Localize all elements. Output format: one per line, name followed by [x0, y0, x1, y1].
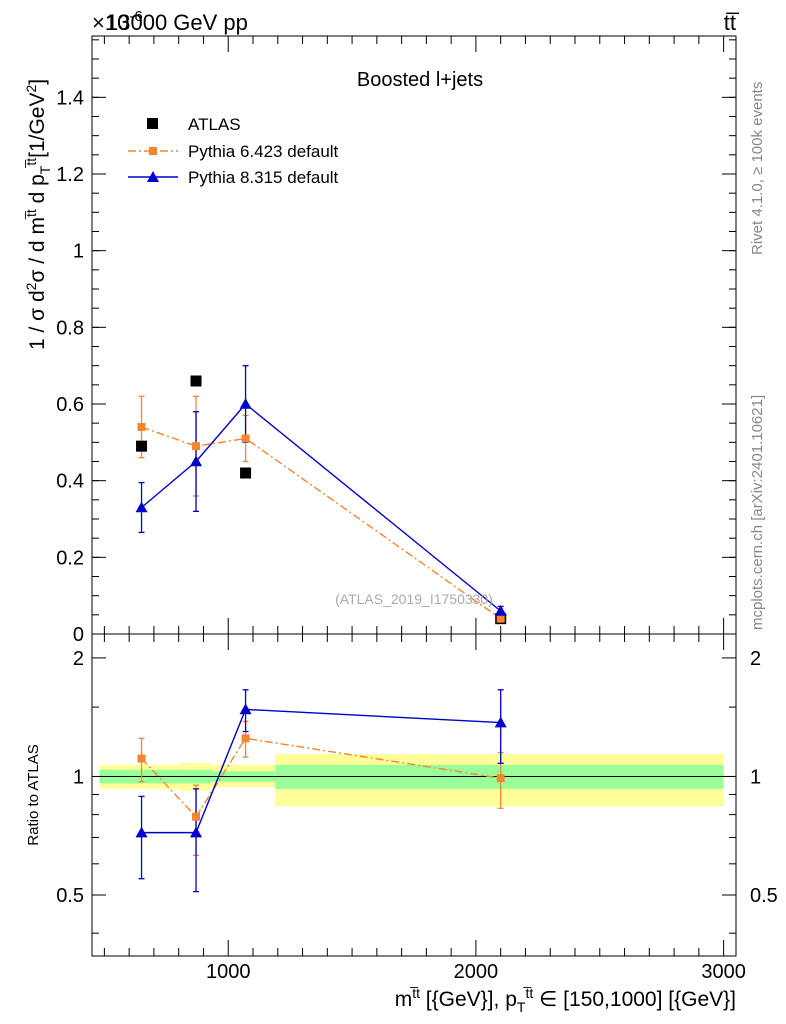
ratio-pythia8-line	[141, 708, 501, 834]
ratio-pythia8-point	[494, 716, 507, 728]
pythia6-point	[496, 614, 505, 623]
legend-pythia8-marker	[147, 171, 159, 182]
atlas-point	[240, 467, 252, 479]
ratio-ytick-label-right: 1	[750, 766, 761, 788]
ratio-xtick-label: 1000	[206, 961, 251, 983]
legend: ATLAS Pythia 6.423 default Pythia 8.315 de…	[128, 115, 339, 187]
atlas-point	[136, 440, 148, 452]
legend-label: Pythia 6.423 default	[188, 142, 339, 161]
main-title: Boosted l+jets	[357, 69, 483, 91]
main-ytick-label: 0.4	[56, 471, 84, 493]
legend-pythia6-marker	[149, 147, 157, 155]
ratio-ytick-label: 1	[73, 766, 84, 788]
pythia6-point	[241, 434, 250, 443]
pythia8-point	[190, 455, 203, 467]
rivet-label: Rivet 4.1.0, ≥ 100k events	[749, 82, 766, 255]
ratio-ytick-label: 0.5	[56, 885, 84, 907]
pythia8-point	[494, 605, 507, 616]
main-ytick-label: 0.6	[56, 394, 84, 416]
ratio-ylabel: Ratio to ATLAS	[25, 744, 42, 845]
main-ytick-label: 1	[73, 241, 84, 263]
ratio-pythia6-point	[192, 812, 201, 821]
main-data	[135, 365, 507, 625]
ratio-ytick-label-right: 0.5	[750, 885, 778, 907]
final-state-label: tt̅	[724, 10, 740, 35]
ratio-pythia8-point	[135, 826, 148, 838]
pythia6-point	[192, 442, 201, 451]
ratio-xtick-label: 2000	[454, 961, 499, 983]
main-ticks: 0 0.2 0.4 0.6 0.8 1 1.2 1.4	[56, 36, 736, 646]
main-ylabel: 1 / σ d2σ / d mt̅t d pTt̅t[1/GeV2]	[23, 79, 53, 350]
analysis-label: (ATLAS_2019_I1750330)	[335, 591, 493, 607]
ratio-pythia6-point	[241, 734, 250, 743]
ratio-data	[135, 689, 507, 893]
mcplots-label: mcplots.cern.ch [arXiv:2401.10621]	[749, 395, 766, 630]
ratio-ticks: 0.5 0.5 1 1 2 2 1000 2000 3000	[56, 634, 778, 983]
main-ytick-label: 0.2	[56, 547, 84, 569]
ratio-xlabel: mt̅t [{GeV}], pTt̅t ∈ [150,1000] [{GeV}]	[395, 985, 736, 1015]
atlas-point	[190, 375, 202, 387]
ratio-pythia6-line	[141, 737, 501, 818]
ratio-frame	[91, 633, 737, 957]
legend-label: Pythia 8.315 default	[188, 168, 339, 187]
pythia6-point	[137, 423, 146, 431]
ratio-ytick-label-right: 2	[750, 648, 761, 670]
ratio-pythia6-point	[137, 754, 146, 763]
ratio-pythia8-point	[239, 703, 252, 715]
ratio-bands	[92, 754, 736, 807]
pythia6-line	[141, 426, 502, 620]
ratio-pythia8-point	[190, 826, 203, 838]
main-ytick-label: 0.8	[56, 317, 84, 339]
main-panel: 0 0.2 0.4 0.6 0.8 1 1.2 1.4 Boosted l+jets (ATL…	[23, 35, 737, 646]
main-ytick-label: 1.4	[56, 87, 84, 109]
ratio-xtick-label: 3000	[701, 961, 746, 983]
legend-label: ATLAS	[188, 115, 241, 134]
pythia8-point	[239, 398, 252, 409]
ratio-pythia6-point	[496, 774, 505, 783]
process-label: 13000 GeV pp	[106, 10, 248, 35]
main-ytick-label: 0	[73, 624, 84, 646]
ratio-panel: 0.5 0.5 1 1 2 2 1000 2000 3000 Ratio to ATLAS mt…	[25, 633, 778, 1015]
main-ytick-label: 1.2	[56, 164, 84, 186]
pythia8-line	[141, 403, 502, 612]
exponent-label: ×10-6	[92, 8, 143, 35]
ratio-ytick-label: 2	[73, 648, 84, 670]
pythia8-point	[135, 501, 148, 513]
legend-atlas-marker	[147, 118, 158, 129]
